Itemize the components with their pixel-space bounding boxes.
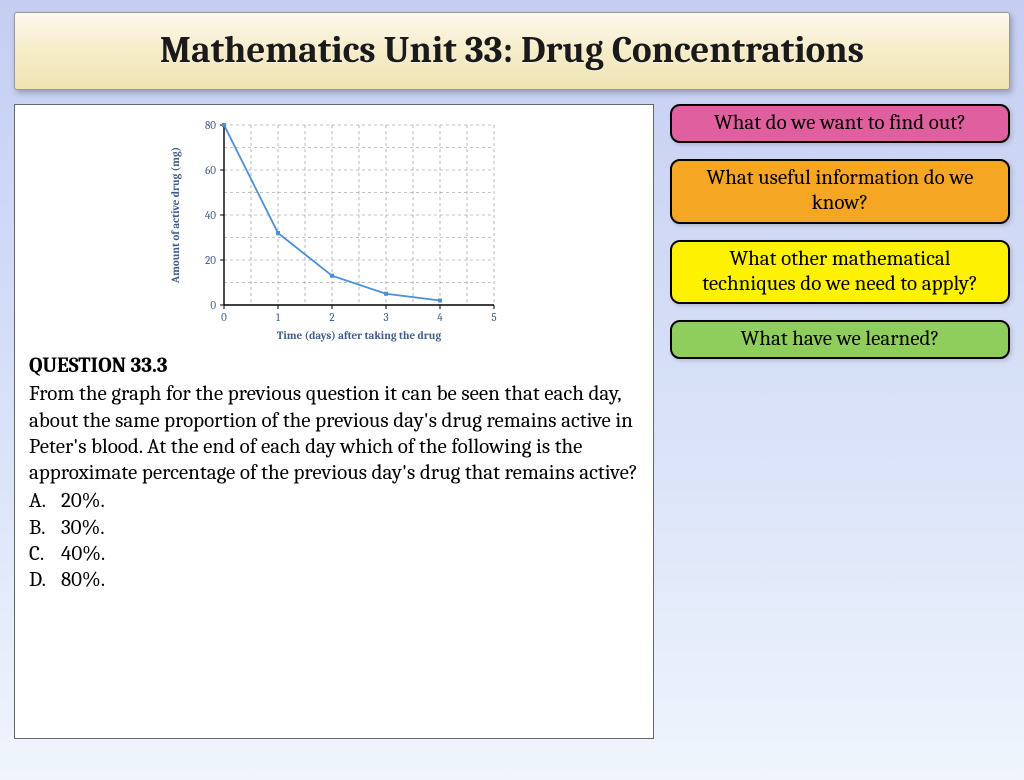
svg-text:5: 5 bbox=[491, 311, 496, 324]
title-bar: Mathematics Unit 33: Drug Concentrations bbox=[14, 12, 1010, 90]
main-area: 0 1 2 3 4 5 0 20 40 60 80 Time (days) after taking … bbox=[14, 104, 1010, 739]
svg-text:80: 80 bbox=[205, 119, 216, 132]
option-row: C.40%. bbox=[29, 541, 639, 567]
option-text: 30%. bbox=[61, 515, 105, 541]
svg-text:40: 40 bbox=[205, 209, 216, 222]
content-panel: 0 1 2 3 4 5 0 20 40 60 80 Time (days) after taking … bbox=[14, 104, 654, 739]
svg-text:1: 1 bbox=[276, 311, 281, 324]
option-row: A.20%. bbox=[29, 488, 639, 514]
option-letter: A. bbox=[29, 488, 61, 514]
option-row: B.30%. bbox=[29, 515, 639, 541]
svg-text:0: 0 bbox=[221, 311, 227, 324]
option-letter: D. bbox=[29, 567, 61, 593]
side-button[interactable]: What other mathematical techniques do we… bbox=[670, 240, 1010, 304]
svg-text:Time (days) after taking the d: Time (days) after taking the drug bbox=[277, 329, 442, 342]
question-body: From the graph for the previous question… bbox=[29, 381, 639, 486]
option-row: D.80%. bbox=[29, 567, 639, 593]
option-text: 40%. bbox=[61, 541, 105, 567]
option-text: 80%. bbox=[61, 567, 105, 593]
side-button[interactable]: What do we want to find out? bbox=[670, 104, 1010, 143]
svg-text:60: 60 bbox=[205, 164, 216, 177]
side-button[interactable]: What useful information do we know? bbox=[670, 159, 1010, 223]
svg-text:Amount of active drug (mg): Amount of active drug (mg) bbox=[169, 147, 182, 284]
page-title: Mathematics Unit 33: Drug Concentrations bbox=[160, 30, 864, 72]
question-heading: QUESTION 33.3 bbox=[29, 353, 639, 379]
svg-text:2: 2 bbox=[329, 311, 334, 324]
option-text: 20%. bbox=[61, 488, 105, 514]
side-button[interactable]: What have we learned? bbox=[670, 320, 1010, 359]
option-letter: B. bbox=[29, 515, 61, 541]
svg-text:20: 20 bbox=[205, 254, 216, 267]
drug-concentration-chart: 0 1 2 3 4 5 0 20 40 60 80 Time (days) after taking … bbox=[154, 115, 514, 345]
side-buttons: What do we want to find out? What useful … bbox=[670, 104, 1010, 739]
chart-container: 0 1 2 3 4 5 0 20 40 60 80 Time (days) after taking … bbox=[29, 115, 639, 345]
options-list: A.20%.B.30%.C.40%.D.80%. bbox=[29, 488, 639, 593]
question-block: QUESTION 33.3 From the graph for the pre… bbox=[29, 353, 639, 593]
svg-text:4: 4 bbox=[437, 311, 443, 324]
svg-text:0: 0 bbox=[210, 299, 216, 312]
option-letter: C. bbox=[29, 541, 61, 567]
svg-text:3: 3 bbox=[383, 311, 388, 324]
